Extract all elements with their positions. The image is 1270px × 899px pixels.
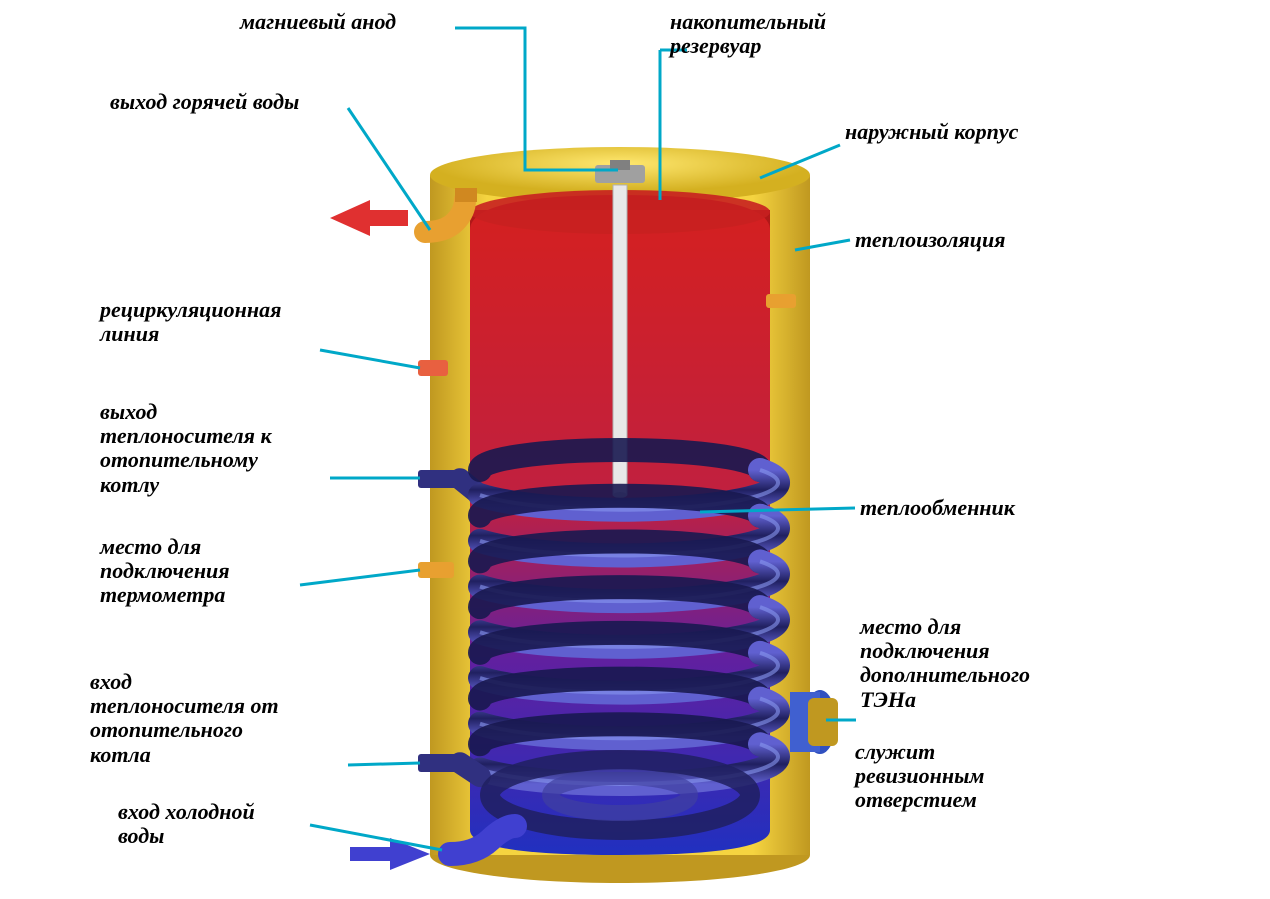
cold-water-inlet-pipe: [450, 826, 515, 854]
hot-water-outlet-pipe: [425, 188, 477, 232]
inner-tank: [470, 210, 770, 855]
label-heat-exchanger: теплообменник: [860, 496, 1015, 520]
label-thermometer-connection: место для подключения термометра: [100, 535, 230, 608]
thermometer-port: [418, 562, 454, 578]
ten-connection-port: [790, 690, 836, 754]
bottom-base: [430, 827, 810, 883]
label-outer-casing: наружный корпус: [845, 120, 1018, 144]
label-recirculation-line: рециркуляционная линия: [100, 298, 281, 346]
label-heating-element-connection: место для подключения дополнительного ТЭ…: [860, 615, 1030, 712]
label-thermal-insulation: теплоизоляция: [855, 228, 1006, 252]
label-hot-water-outlet: выход горячей воды: [110, 90, 299, 114]
label-storage-tank: накопительный резервуар: [670, 10, 826, 58]
label-coolant-inlet: вход теплоносителя от отопительного котл…: [90, 670, 279, 767]
label-magnesium-anode: магниевый анод: [240, 10, 396, 34]
top-cap: [430, 147, 810, 203]
insulation-stub: [766, 294, 796, 308]
label-inspection-hole: служит ревизионным отверстием: [855, 740, 984, 813]
anode-cap: [595, 165, 645, 183]
outer-shell: [430, 175, 810, 855]
label-cold-water-inlet: вход холодной воды: [118, 800, 255, 848]
blue-arrow-icon: [350, 838, 430, 870]
coolant-inlet-pipe: [418, 754, 466, 772]
coolant-outlet-pipe: [418, 470, 466, 488]
magnesium-anode-rod: [613, 185, 627, 495]
red-arrow-icon: [330, 200, 408, 236]
label-coolant-outlet: выход теплоносителя к отопительному котл…: [100, 400, 272, 497]
heat-exchanger-coil: [460, 450, 778, 784]
recirc-pipe: [418, 360, 448, 376]
pointer-lines: [300, 28, 856, 850]
